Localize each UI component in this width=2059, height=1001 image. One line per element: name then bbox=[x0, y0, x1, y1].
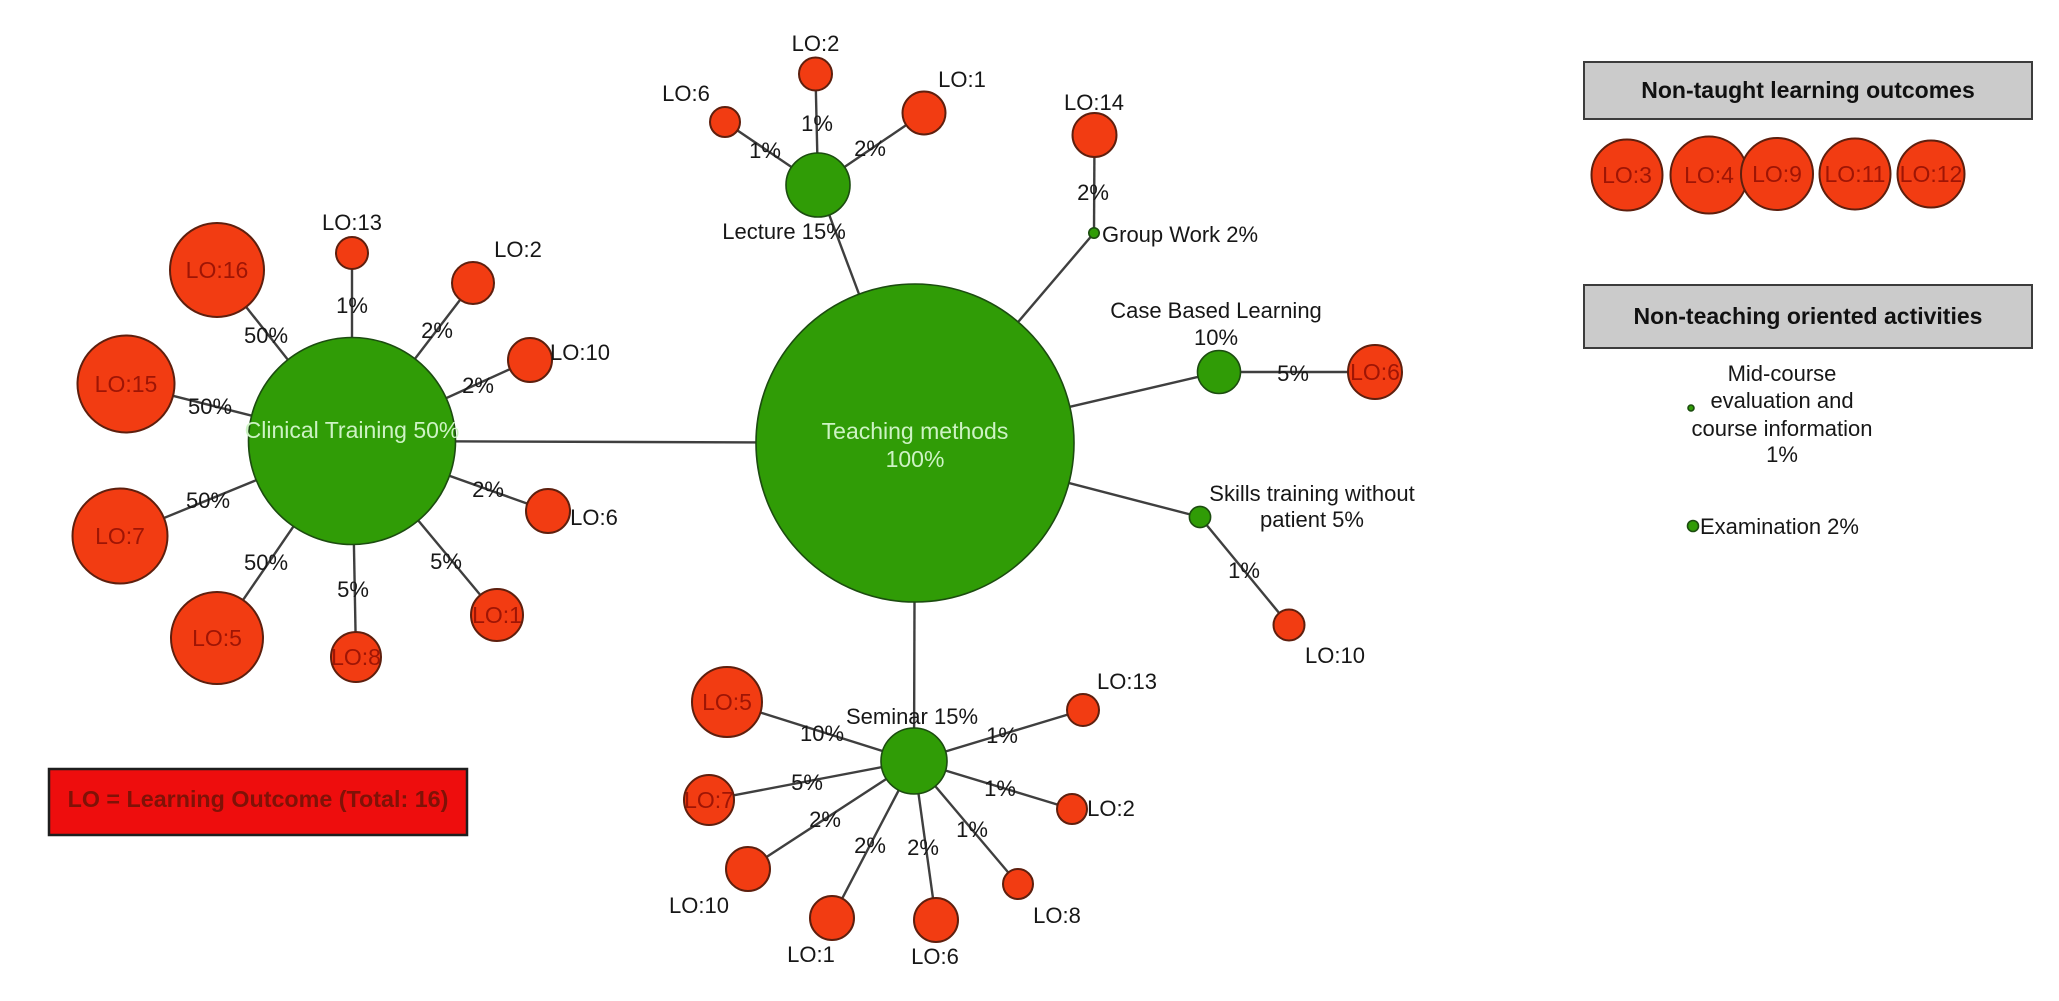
svg-text:LO:5: LO:5 bbox=[192, 625, 242, 651]
svg-text:LO:1: LO:1 bbox=[938, 67, 986, 92]
svg-text:50%: 50% bbox=[244, 323, 288, 348]
svg-text:patient 5%: patient 5% bbox=[1260, 507, 1364, 532]
svg-text:1%: 1% bbox=[336, 293, 368, 318]
svg-text:5%: 5% bbox=[791, 770, 823, 795]
svg-text:1%: 1% bbox=[801, 111, 833, 136]
svg-text:1%: 1% bbox=[986, 723, 1018, 748]
svg-text:LO:13: LO:13 bbox=[322, 210, 382, 235]
svg-text:LO:6: LO:6 bbox=[911, 944, 959, 969]
svg-text:LO:14: LO:14 bbox=[1064, 90, 1124, 115]
svg-text:2%: 2% bbox=[854, 833, 886, 858]
svg-text:50%: 50% bbox=[186, 488, 230, 513]
svg-text:LO:10: LO:10 bbox=[550, 340, 610, 365]
svg-text:Examination 2%: Examination 2% bbox=[1700, 514, 1859, 539]
svg-text:LO:12: LO:12 bbox=[1900, 161, 1963, 187]
svg-text:5%: 5% bbox=[1277, 361, 1309, 386]
svg-text:Group Work 2%: Group Work 2% bbox=[1102, 222, 1258, 247]
svg-text:Lecture 15%: Lecture 15% bbox=[722, 219, 846, 244]
svg-text:LO:7: LO:7 bbox=[684, 787, 734, 813]
svg-text:Mid-course: Mid-course bbox=[1728, 361, 1837, 386]
svg-text:LO:3: LO:3 bbox=[1602, 162, 1652, 188]
svg-text:LO:10: LO:10 bbox=[669, 893, 729, 918]
svg-text:LO:7: LO:7 bbox=[95, 523, 145, 549]
svg-text:LO:9: LO:9 bbox=[1752, 161, 1802, 187]
svg-text:2%: 2% bbox=[854, 136, 886, 161]
svg-text:1%: 1% bbox=[1228, 558, 1260, 583]
svg-text:50%: 50% bbox=[188, 394, 232, 419]
svg-text:10%: 10% bbox=[800, 721, 844, 746]
svg-text:evaluation and: evaluation and bbox=[1710, 388, 1853, 413]
svg-text:LO:4: LO:4 bbox=[1684, 162, 1734, 188]
svg-text:LO:1: LO:1 bbox=[787, 942, 835, 967]
svg-text:2%: 2% bbox=[907, 835, 939, 860]
svg-text:Non-taught learning outcomes: Non-taught learning outcomes bbox=[1641, 77, 1975, 103]
svg-text:Skills training without: Skills training without bbox=[1209, 481, 1414, 506]
svg-text:LO:6: LO:6 bbox=[570, 505, 618, 530]
svg-text:LO:6: LO:6 bbox=[662, 81, 710, 106]
svg-text:LO:6: LO:6 bbox=[1350, 359, 1400, 385]
svg-text:10%: 10% bbox=[1194, 325, 1238, 350]
svg-text:2%: 2% bbox=[809, 807, 841, 832]
svg-text:Teaching methods: Teaching methods bbox=[822, 418, 1009, 444]
svg-text:2%: 2% bbox=[1077, 180, 1109, 205]
svg-text:1%: 1% bbox=[956, 817, 988, 842]
svg-text:1%: 1% bbox=[749, 138, 781, 163]
svg-text:5%: 5% bbox=[430, 549, 462, 574]
svg-text:Non-teaching oriented activiti: Non-teaching oriented activities bbox=[1634, 303, 1983, 329]
svg-text:Seminar 15%: Seminar 15% bbox=[846, 704, 978, 729]
svg-text:LO:8: LO:8 bbox=[331, 644, 381, 670]
svg-text:2%: 2% bbox=[472, 477, 504, 502]
svg-text:2%: 2% bbox=[462, 373, 494, 398]
svg-text:LO:16: LO:16 bbox=[186, 257, 249, 283]
svg-text:100%: 100% bbox=[886, 446, 945, 472]
svg-text:50%: 50% bbox=[244, 550, 288, 575]
svg-text:Clinical Training 50%: Clinical Training 50% bbox=[245, 417, 460, 443]
svg-text:LO:2: LO:2 bbox=[494, 237, 542, 262]
svg-text:LO:13: LO:13 bbox=[1097, 669, 1157, 694]
svg-text:LO:2: LO:2 bbox=[1087, 796, 1135, 821]
svg-text:2%: 2% bbox=[421, 318, 453, 343]
svg-text:LO:2: LO:2 bbox=[792, 31, 840, 56]
svg-text:5%: 5% bbox=[337, 577, 369, 602]
svg-text:Case Based Learning: Case Based Learning bbox=[1110, 298, 1322, 323]
svg-text:1%: 1% bbox=[984, 776, 1016, 801]
svg-text:LO = Learning Outcome (Total:: LO = Learning Outcome (Total: 16) bbox=[68, 786, 449, 812]
svg-text:LO:11: LO:11 bbox=[1825, 161, 1886, 187]
svg-text:1%: 1% bbox=[1766, 442, 1798, 467]
svg-text:LO:10: LO:10 bbox=[1305, 643, 1365, 668]
svg-text:LO:15: LO:15 bbox=[95, 371, 158, 397]
svg-text:LO:8: LO:8 bbox=[1033, 903, 1081, 928]
svg-text:LO:5: LO:5 bbox=[702, 689, 752, 715]
svg-text:LO:1: LO:1 bbox=[472, 602, 522, 628]
svg-text:course information: course information bbox=[1692, 416, 1873, 441]
